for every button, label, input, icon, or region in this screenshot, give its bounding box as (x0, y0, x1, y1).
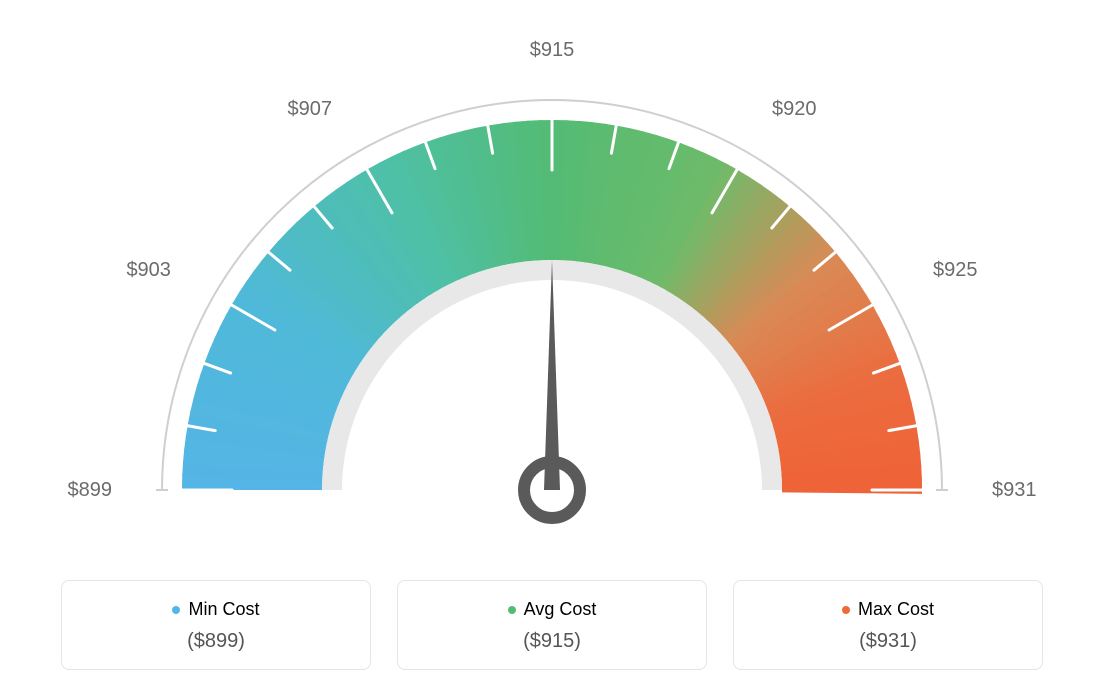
legend-label-min: Min Cost (188, 599, 259, 620)
legend-label-row: Avg Cost (408, 599, 696, 620)
gauge-needle (544, 260, 560, 490)
legend-value-min: ($899) (72, 630, 360, 653)
gauge-tick-label: $907 (288, 98, 333, 120)
gauge-tick-label: $931 (992, 479, 1037, 501)
legend-label-max: Max Cost (858, 599, 934, 620)
gauge-tick-label: $903 (126, 259, 171, 281)
gauge-tick-label: $925 (933, 259, 978, 281)
gauge-chart: $899 $903 $907 $915 $920 $925 $931 (0, 0, 1104, 560)
legend-label-row: Min Cost (72, 599, 360, 620)
legend-card-max: Max Cost ($931) (733, 580, 1043, 670)
gauge-tick-label: $920 (772, 98, 817, 120)
legend-dot-avg (508, 606, 516, 614)
gauge-svg: $899 $903 $907 $915 $920 $925 $931 (0, 0, 1104, 560)
legend-value-max: ($931) (744, 630, 1032, 653)
legend-label-avg: Avg Cost (524, 599, 597, 620)
legend-card-min: Min Cost ($899) (61, 580, 371, 670)
legend-dot-min (172, 606, 180, 614)
legend-row: Min Cost ($899) Avg Cost ($915) Max Cost… (0, 580, 1104, 670)
gauge-tick-label: $915 (530, 39, 575, 61)
gauge-tick-label: $899 (68, 479, 113, 501)
legend-value-avg: ($915) (408, 630, 696, 653)
legend-dot-max (842, 606, 850, 614)
legend-card-avg: Avg Cost ($915) (397, 580, 707, 670)
legend-label-row: Max Cost (744, 599, 1032, 620)
